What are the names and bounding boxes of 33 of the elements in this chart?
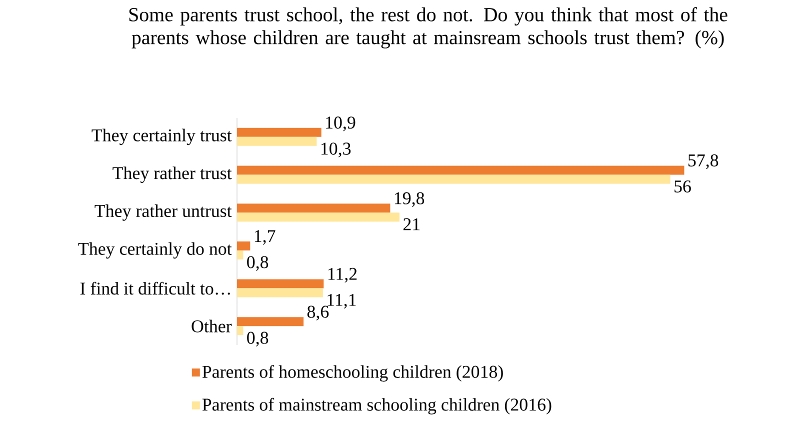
data-label: 0,8 [247, 256, 268, 271]
data-label: 1,7 [254, 230, 276, 245]
bar [237, 166, 684, 175]
y-tick-label: They rather untrust [94, 204, 232, 221]
legend-label: Parents of mainstream schooling children (2016) [202, 398, 552, 414]
bar [237, 128, 322, 137]
bar [237, 241, 250, 250]
data-label: 0,8 [247, 332, 268, 346]
y-tick-label: Other [192, 320, 232, 332]
data-label: 10,9 [326, 116, 356, 132]
bar [237, 250, 244, 260]
data-label: 10,3 [321, 142, 351, 158]
legend-label: Parents of homeschooling children (2018) [202, 365, 503, 382]
bar [237, 288, 323, 298]
y-tick-label: They certainly do not [78, 242, 232, 259]
bar [237, 212, 400, 222]
bar [237, 174, 670, 184]
data-label: 19,8 [394, 192, 424, 207]
y-tick-label: They rather trust [112, 166, 232, 183]
data-label: 57,8 [688, 154, 718, 170]
y-tick-label: I find it difficult to… [80, 282, 230, 295]
y-tick-label: They certainly trust [92, 128, 232, 146]
data-label: 11,2 [328, 268, 357, 283]
bar [237, 279, 324, 288]
bar [237, 204, 390, 213]
bar [237, 326, 244, 336]
bar [237, 317, 304, 326]
data-label: 8,6 [307, 306, 329, 320]
chart-title: Some parents trust school, the rest do not. Do you think that most of the parents whose children are taught at mainsream schools trust them? (%) [129, 7, 728, 48]
data-label: 56 [674, 180, 691, 192]
bar [237, 136, 317, 146]
data-label: 11,1 [328, 294, 356, 309]
data-label: 21 [403, 218, 420, 230]
